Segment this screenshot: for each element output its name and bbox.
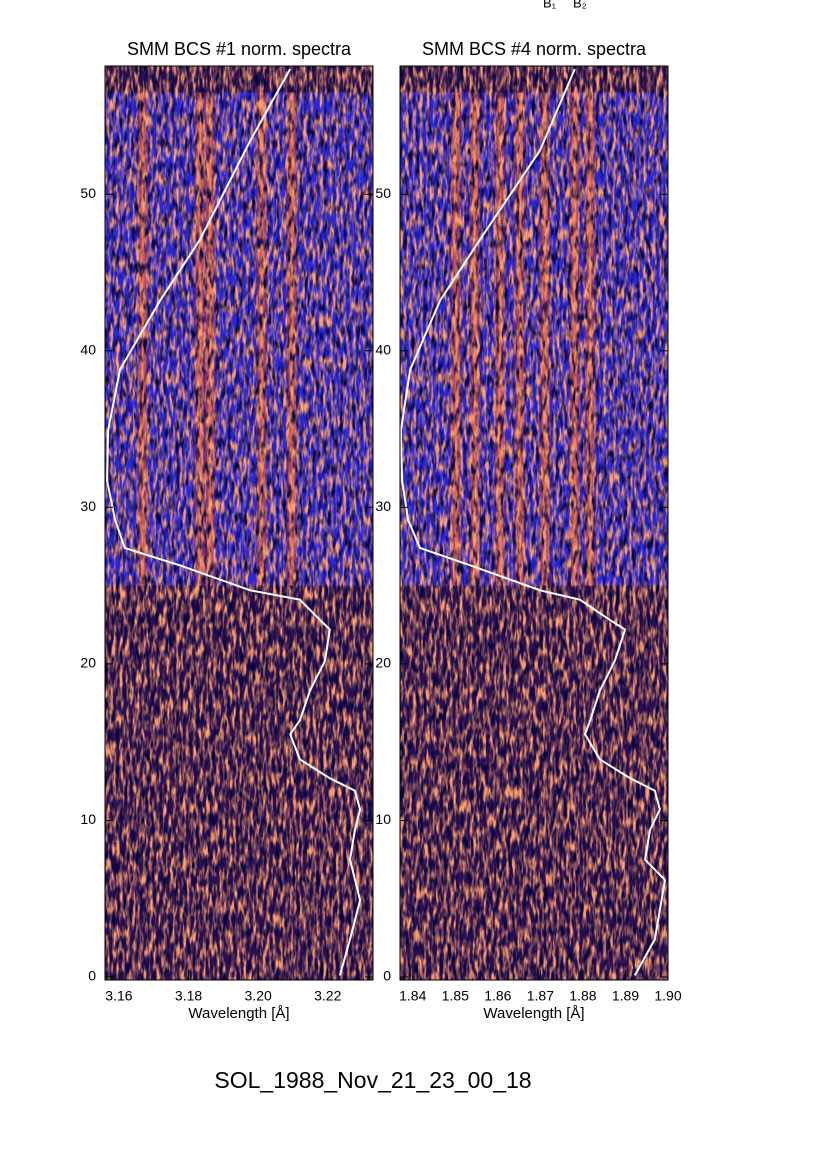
x-tick-label: 3.22 <box>314 988 341 1004</box>
x-tick-label: 1.89 <box>612 988 639 1004</box>
x-axis-label: Wavelength [Å] <box>188 1005 289 1022</box>
y-tick-label: 20 <box>375 655 391 671</box>
y-tick-label: 20 <box>80 655 96 671</box>
x-tick-label: 3.18 <box>175 988 202 1004</box>
noise <box>400 66 668 980</box>
x-tick-label: 1.90 <box>654 988 681 1004</box>
footer: SOL_1988_Nov_21_23_00_18 <box>214 1067 531 1093</box>
x-tick-label: 1.87 <box>527 988 554 1004</box>
y-tick-label: 0 <box>88 968 96 984</box>
light-curve <box>400 68 667 976</box>
y-tick-label: 50 <box>80 185 96 201</box>
frame <box>399 65 669 981</box>
x-axis-label: Wavelength [Å] <box>483 1005 584 1022</box>
x-tick-label: 1.85 <box>442 988 469 1004</box>
y-tick-label: 40 <box>375 341 391 357</box>
light-curve <box>106 68 362 976</box>
y-tick-label: 40 <box>80 341 96 357</box>
chart-title: SMM BCS #4 norm. spectra <box>422 39 647 59</box>
x-tick-label: 1.86 <box>484 988 511 1004</box>
annotation: B₂ <box>573 0 587 10</box>
x-tick-label: 3.20 <box>245 988 272 1004</box>
plot-area <box>400 66 668 980</box>
chart-title: SMM BCS #1 norm. spectra <box>127 39 352 59</box>
y-tick-label: 30 <box>375 498 391 514</box>
y-tick-label: 50 <box>375 185 391 201</box>
y-tick-label: 30 <box>80 498 96 514</box>
annotation: B₁ <box>543 0 557 10</box>
y-tick-label: 10 <box>375 811 391 827</box>
y-tick-label: 0 <box>383 968 391 984</box>
noise <box>105 66 373 980</box>
x-tick-label: 1.88 <box>569 988 596 1004</box>
plot-area <box>105 66 373 980</box>
frame <box>104 65 374 981</box>
x-tick-label: 1.84 <box>399 988 426 1004</box>
y-tick-label: 10 <box>80 811 96 827</box>
x-tick-label: 3.16 <box>105 988 132 1004</box>
